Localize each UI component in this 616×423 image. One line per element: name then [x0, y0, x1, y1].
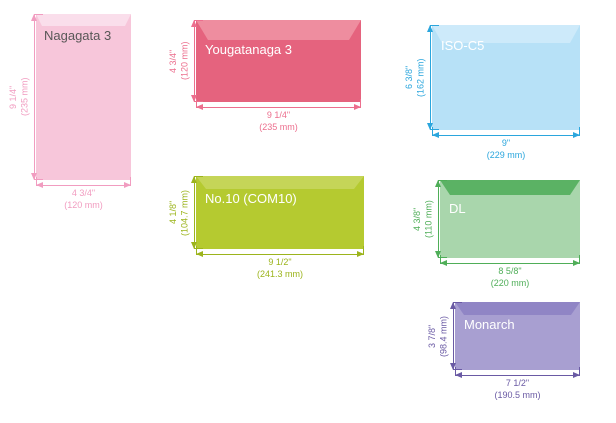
- envelope-name: Monarch: [464, 317, 515, 332]
- height-dimension: 4 3/4" (120 mm): [168, 20, 203, 102]
- width-inches: 7 1/2": [505, 378, 530, 388]
- width-dimension-arrow: [440, 255, 580, 266]
- height-inches: 4 1/8": [168, 200, 178, 225]
- height-mm: (110 mm): [423, 200, 434, 238]
- envelope-name: No.10 (COM10): [205, 191, 297, 206]
- width-inches: 9": [501, 138, 511, 148]
- width-dimension: 4 3/4" (120 mm): [36, 177, 131, 211]
- height-inches: 3 7/8": [427, 324, 437, 348]
- width-dimension-label: 9 1/4" (235 mm): [196, 110, 361, 133]
- width-mm: (220 mm): [490, 277, 530, 288]
- height-dimension: 9 1/4" (235 mm): [8, 14, 43, 180]
- width-dimension-label: 9 1/2" (241.3 mm): [196, 257, 364, 280]
- height-dimension-label: 9 1/4" (235 mm): [8, 14, 31, 180]
- width-mm: (120 mm): [64, 199, 103, 210]
- width-inches: 8 5/8": [498, 266, 522, 276]
- width-inches: 4 3/4": [71, 188, 96, 198]
- width-dimension-label: 8 5/8" (220 mm): [440, 266, 580, 289]
- envelope-name: Yougatanaga 3: [205, 42, 293, 57]
- width-mm: (229 mm): [486, 149, 526, 160]
- width-dimension-label: 4 3/4" (120 mm): [36, 188, 131, 211]
- height-inches: 4 3/8": [412, 207, 422, 231]
- height-dimension-label: 6 3/8" (162 mm): [404, 25, 427, 130]
- height-dimension: 6 3/8" (162 mm): [404, 25, 439, 130]
- height-dimension: 4 3/8" (110 mm): [412, 180, 447, 258]
- envelope-name: Nagagata 3: [44, 28, 112, 43]
- width-inches: 9 1/4": [266, 110, 291, 120]
- height-dimension-arrow: [436, 180, 447, 258]
- width-dimension: 9 1/2" (241.3 mm): [196, 246, 364, 280]
- height-dimension-arrow: [428, 25, 439, 130]
- height-mm: (162 mm): [415, 58, 426, 97]
- height-dimension-label: 3 7/8" (98.4 mm): [427, 302, 450, 370]
- envelope-shape: No.10 (COM10): [196, 176, 364, 249]
- height-dimension-label: 4 3/8" (110 mm): [412, 180, 435, 258]
- height-inches: 6 3/8": [404, 65, 414, 90]
- width-dimension-arrow: [196, 99, 361, 110]
- height-mm: (120 mm): [179, 41, 190, 81]
- height-mm: (98.4 mm): [438, 315, 449, 357]
- envelope-flap: [432, 25, 580, 43]
- envelope-shape: ISO-C5: [432, 25, 580, 130]
- envelope-shape: Nagagata 3: [36, 14, 131, 180]
- height-inches: 9 1/4": [8, 85, 18, 109]
- envelope-flap: [36, 14, 131, 26]
- height-dimension-label: 4 1/8" (104.7 mm): [168, 176, 191, 249]
- width-dimension-label: 7 1/2" (190.5 mm): [455, 378, 580, 401]
- envelope-flap: [196, 20, 361, 40]
- width-dimension-arrow: [455, 367, 580, 378]
- width-dimension-label: 9" (229 mm): [432, 138, 580, 161]
- width-dimension-arrow: [432, 127, 580, 138]
- width-mm: (235 mm): [259, 121, 298, 132]
- height-dimension-arrow: [32, 14, 43, 180]
- envelope-shape: Yougatanaga 3: [196, 20, 361, 102]
- height-inches: 4 3/4": [168, 49, 178, 73]
- width-dimension: 9" (229 mm): [432, 127, 580, 161]
- envelope-flap: [440, 180, 580, 195]
- envelope-name: DL: [449, 201, 466, 216]
- height-dimension-arrow: [192, 20, 203, 102]
- height-dimension-arrow: [451, 302, 462, 370]
- width-dimension: 7 1/2" (190.5 mm): [455, 367, 580, 401]
- width-mm: (241.3 mm): [256, 268, 303, 279]
- width-inches: 9 1/2": [268, 257, 292, 267]
- height-dimension: 3 7/8" (98.4 mm): [427, 302, 462, 370]
- width-dimension-arrow: [36, 177, 131, 188]
- envelope-flap: [196, 176, 364, 189]
- width-mm: (190.5 mm): [494, 389, 541, 400]
- envelope-shape: DL: [440, 180, 580, 258]
- envelope-shape: Monarch: [455, 302, 580, 370]
- height-dimension-label: 4 3/4" (120 mm): [168, 20, 191, 102]
- height-dimension-arrow: [192, 176, 203, 249]
- width-dimension: 8 5/8" (220 mm): [440, 255, 580, 289]
- width-dimension-arrow: [196, 246, 364, 257]
- envelope-name: ISO-C5: [441, 38, 485, 53]
- envelope-flap: [455, 302, 580, 315]
- height-mm: (104.7 mm): [179, 189, 190, 236]
- width-dimension: 9 1/4" (235 mm): [196, 99, 361, 133]
- height-mm: (235 mm): [19, 77, 30, 117]
- height-dimension: 4 1/8" (104.7 mm): [168, 176, 203, 249]
